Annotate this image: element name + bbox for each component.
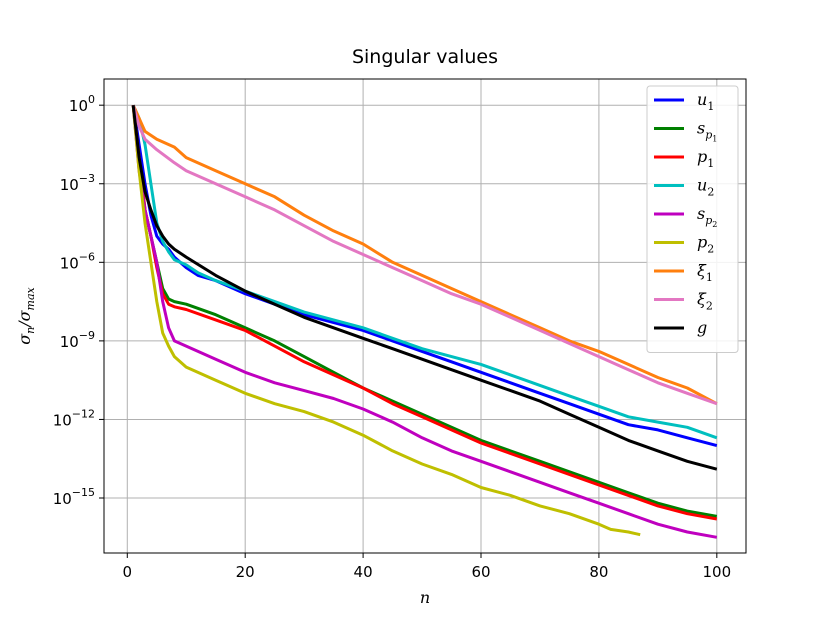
series-line-s_p1 [131,105,718,518]
series-line-u2 [131,104,718,440]
chart-title: Singular values [352,46,498,68]
series-lines [131,104,718,539]
series-line-u1 [131,104,718,448]
series-line-p2 [131,105,641,537]
y-tick-label: 10−6 [60,250,95,272]
series-line-s_p2 [131,105,718,539]
y-tick-label: 100 [69,93,95,115]
y-tick-label: 10−12 [53,407,95,429]
y-tick-label: 10−15 [53,486,95,508]
legend-label-s_p1: sp1 [697,119,717,144]
legend-label-xi2: ξ2 [697,290,713,313]
legend: u1 sp1 p1 u2 sp2 p2 ξ1 ξ2 g [646,85,739,353]
legend-label-xi1: ξ1 [697,261,713,284]
legend-box [646,85,739,353]
y-tick-label: 10−9 [60,329,95,351]
x-tick-label: 20 [236,563,255,581]
legend-label-g: g [697,318,707,337]
series-line-p1 [131,105,718,521]
legend-label-u1: u1 [697,90,714,113]
legend-label-u2: u2 [697,176,714,199]
legend-label-p1: p1 [697,147,714,170]
x-axis-ticks: 0 20 40 60 80 100 [123,553,731,581]
legend-label-s_p2: sp2 [697,204,717,229]
series-line-xi2 [131,104,718,406]
legend-label-p2: p2 [697,233,714,256]
series-line-xi1 [131,104,718,406]
x-tick-label: 60 [471,563,490,581]
x-axis-label: n [420,588,430,607]
x-tick-label: 40 [354,563,373,581]
y-axis-ticks: 100 10−3 10−6 10−9 10−12 10−15 [53,93,104,508]
y-tick-label: 10−3 [60,172,95,194]
y-axis-label: σn/σmax [15,286,37,344]
plot-frame [103,78,747,554]
series-line-g [131,105,718,471]
x-tick-label: 100 [702,563,731,581]
x-tick-label: 80 [589,563,608,581]
x-tick-label: 0 [123,563,133,581]
